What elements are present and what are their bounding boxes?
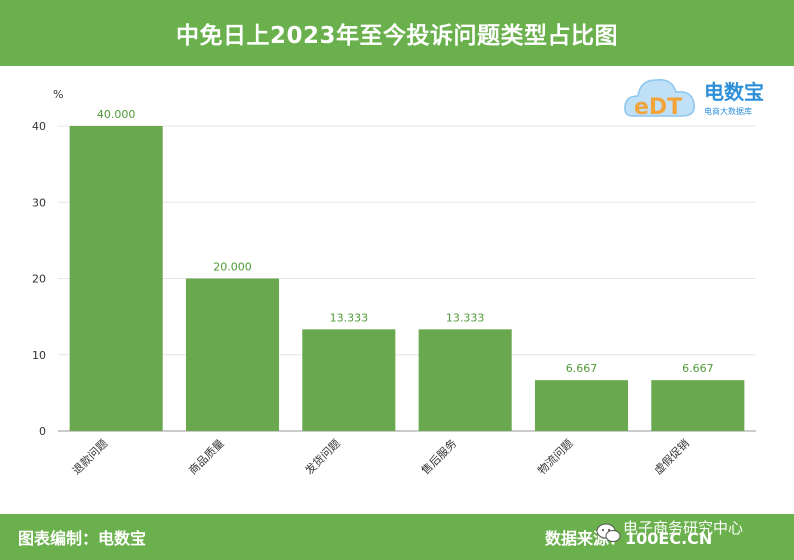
wechat-icon xyxy=(596,523,621,542)
bar xyxy=(69,126,163,431)
logo-name: 电数宝 xyxy=(704,80,764,104)
chart-header: 中免日上2023年至今投诉问题类型占比图 xyxy=(0,0,794,66)
data-label: 6.667 xyxy=(682,362,714,375)
data-label: 6.667 xyxy=(566,362,598,375)
x-tick-label: 售后服务 xyxy=(418,436,459,477)
data-label: 13.333 xyxy=(330,311,369,324)
x-tick-label: 商品质量 xyxy=(186,436,227,477)
x-tick-label: 发货问题 xyxy=(302,436,343,477)
bar-chart: % 0 10 20 30 40 40.000 退款问题 20.000 商品质量 13.333 发货问题… xyxy=(32,88,756,477)
data-label: 13.333 xyxy=(446,311,485,324)
y-tick-label: 10 xyxy=(32,349,46,362)
brand-logo: eDT 电数宝 电商大数据库 xyxy=(622,68,782,124)
footer-compiler: 图表编制：电数宝 xyxy=(18,529,147,548)
y-tick-label: 0 xyxy=(39,425,46,438)
y-axis-label: % xyxy=(53,88,63,101)
bar xyxy=(534,380,629,431)
y-tick-label: 30 xyxy=(32,196,46,209)
footer-source: 数据来源：100EC.CN xyxy=(545,529,713,548)
bar xyxy=(651,380,745,431)
data-label: 20.000 xyxy=(213,261,252,274)
logo-subtitle: 电商大数据库 xyxy=(704,107,752,116)
x-tick-label: 退款问题 xyxy=(69,436,110,477)
cloud-logo-icon: eDT xyxy=(624,79,695,120)
footer-account: 电子商务研究中心 xyxy=(623,519,744,537)
y-tick-label: 40 xyxy=(32,120,46,133)
bar xyxy=(185,278,280,431)
data-label: 40.000 xyxy=(97,108,136,121)
y-tick-label: 20 xyxy=(32,273,46,286)
bar xyxy=(302,329,396,431)
x-tick-label: 物流问题 xyxy=(535,436,576,477)
chart-footer: 图表编制：电数宝 数据来源：100EC.CN 电子商务研究中心 xyxy=(0,514,794,560)
x-tick-label: 虚假促销 xyxy=(651,436,692,477)
bar xyxy=(418,329,512,431)
chart-title: 中免日上2023年至今投诉问题类型占比图 xyxy=(175,23,618,49)
logo-mark: eDT xyxy=(634,95,682,120)
